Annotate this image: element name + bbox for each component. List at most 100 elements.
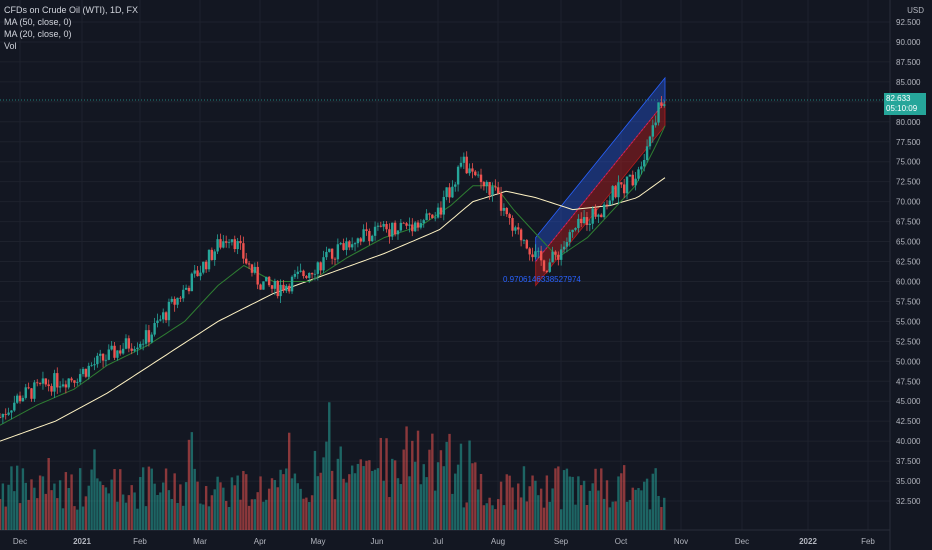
- legend-ma20[interactable]: MA (20, close, 0): [4, 29, 72, 39]
- candle-body: [302, 270, 305, 277]
- candle-body: [213, 251, 216, 260]
- volume-bar: [559, 509, 563, 530]
- candle-body: [539, 250, 543, 261]
- volume-bar: [557, 466, 560, 530]
- volume-bar: [491, 505, 494, 530]
- x-tick-label: Mar: [193, 537, 207, 546]
- candle-body: [27, 387, 30, 389]
- volume-bar: [416, 430, 420, 530]
- legend-ma50[interactable]: MA (50, close, 0): [4, 17, 72, 27]
- candle-body: [133, 349, 136, 351]
- volume-bar: [637, 488, 640, 530]
- candle-body: [568, 232, 571, 243]
- volume-bar: [582, 480, 586, 530]
- volume-bar: [202, 504, 205, 530]
- volume-bar: [539, 488, 543, 530]
- candle-body: [139, 343, 142, 348]
- volume-bar: [196, 481, 199, 530]
- volume-bar: [124, 502, 128, 530]
- candle-body: [144, 330, 148, 344]
- candle-body: [519, 229, 523, 241]
- candle-body: [38, 383, 42, 384]
- x-tick-label: Nov: [674, 537, 688, 546]
- volume-bar: [173, 473, 176, 530]
- candle-body: [628, 174, 632, 177]
- candle-body: [259, 284, 262, 290]
- candle-body: [339, 243, 342, 245]
- candle-body: [30, 388, 33, 399]
- volume-bar: [287, 432, 291, 530]
- candle-body: [548, 262, 551, 272]
- candle-body: [362, 229, 365, 242]
- volume-bar: [313, 450, 317, 530]
- volume-bar: [365, 460, 368, 530]
- candle-body: [654, 122, 657, 126]
- volume-bar: [611, 501, 614, 530]
- volume-bar: [499, 481, 503, 530]
- volume-bar: [299, 488, 302, 530]
- regression-channel[interactable]: [535, 76, 666, 287]
- volume-bar: [159, 492, 162, 530]
- volume-bar: [47, 457, 50, 530]
- volume-bar: [67, 488, 70, 530]
- volume-bar: [227, 506, 231, 530]
- candle-body: [620, 182, 623, 185]
- candle-body: [236, 241, 239, 250]
- volume-bar: [408, 476, 411, 530]
- volume-bar: [428, 449, 431, 530]
- volume-bar: [176, 502, 179, 530]
- volume-bar: [393, 460, 397, 530]
- legend-symbol[interactable]: CFDs on Crude Oil (WTI), 1D, FX: [4, 5, 139, 15]
- candle-body: [411, 224, 414, 232]
- legend-vol[interactable]: Vol: [4, 41, 17, 51]
- candle-body: [425, 213, 428, 221]
- candle-body: [580, 218, 583, 224]
- candle-body: [15, 395, 19, 403]
- candle-body: [537, 250, 540, 252]
- volume-bar: [640, 490, 643, 530]
- volume-bar: [15, 465, 19, 530]
- candle-body: [233, 239, 236, 250]
- candle-body: [222, 241, 225, 248]
- volume-bar: [373, 469, 377, 530]
- candle-body: [101, 353, 105, 361]
- candle-body: [594, 208, 597, 217]
- candle-body: [399, 222, 403, 231]
- volume-bar: [657, 496, 660, 530]
- candle-body: [230, 239, 234, 243]
- currency-label[interactable]: USD: [907, 6, 924, 15]
- candle-body: [33, 382, 36, 399]
- volume-bar: [465, 502, 468, 530]
- candle-body: [434, 217, 437, 219]
- candle-body: [330, 248, 334, 259]
- volume-bar: [431, 433, 434, 530]
- volume-bar: [442, 466, 445, 530]
- volume-bar: [371, 470, 374, 530]
- candle-body: [565, 242, 569, 247]
- volume-bar: [502, 505, 506, 530]
- candle-body: [634, 178, 637, 186]
- candle-body: [256, 266, 259, 285]
- volume-bar: [242, 470, 245, 530]
- candle-body: [253, 266, 257, 273]
- y-tick-label: 65.000: [896, 238, 921, 247]
- candle-body: [50, 386, 53, 392]
- time-axis[interactable]: Dec 2021 Feb Mar Apr May Jun Jul Aug Sep Oct Nov Dec…: [13, 537, 876, 546]
- volume-bar: [36, 498, 39, 530]
- candle-body: [625, 176, 629, 194]
- volume-bar: [13, 491, 16, 530]
- candle-body: [545, 270, 549, 272]
- candle-body: [196, 270, 199, 277]
- x-tick-label: Dec: [13, 537, 27, 546]
- candle-body: [385, 224, 388, 230]
- volume-bar: [494, 509, 497, 530]
- y-tick-label: 85.000: [896, 78, 921, 87]
- candle-body: [605, 204, 609, 206]
- volume-bar: [508, 475, 511, 530]
- channel-upper-band: [535, 76, 666, 263]
- candle-body: [167, 301, 171, 321]
- price-axis[interactable]: 92.50090.00087.50085.00082.50080.00077.5…: [896, 18, 921, 506]
- y-tick-label: 67.500: [896, 218, 921, 227]
- volume-bar: [256, 492, 259, 530]
